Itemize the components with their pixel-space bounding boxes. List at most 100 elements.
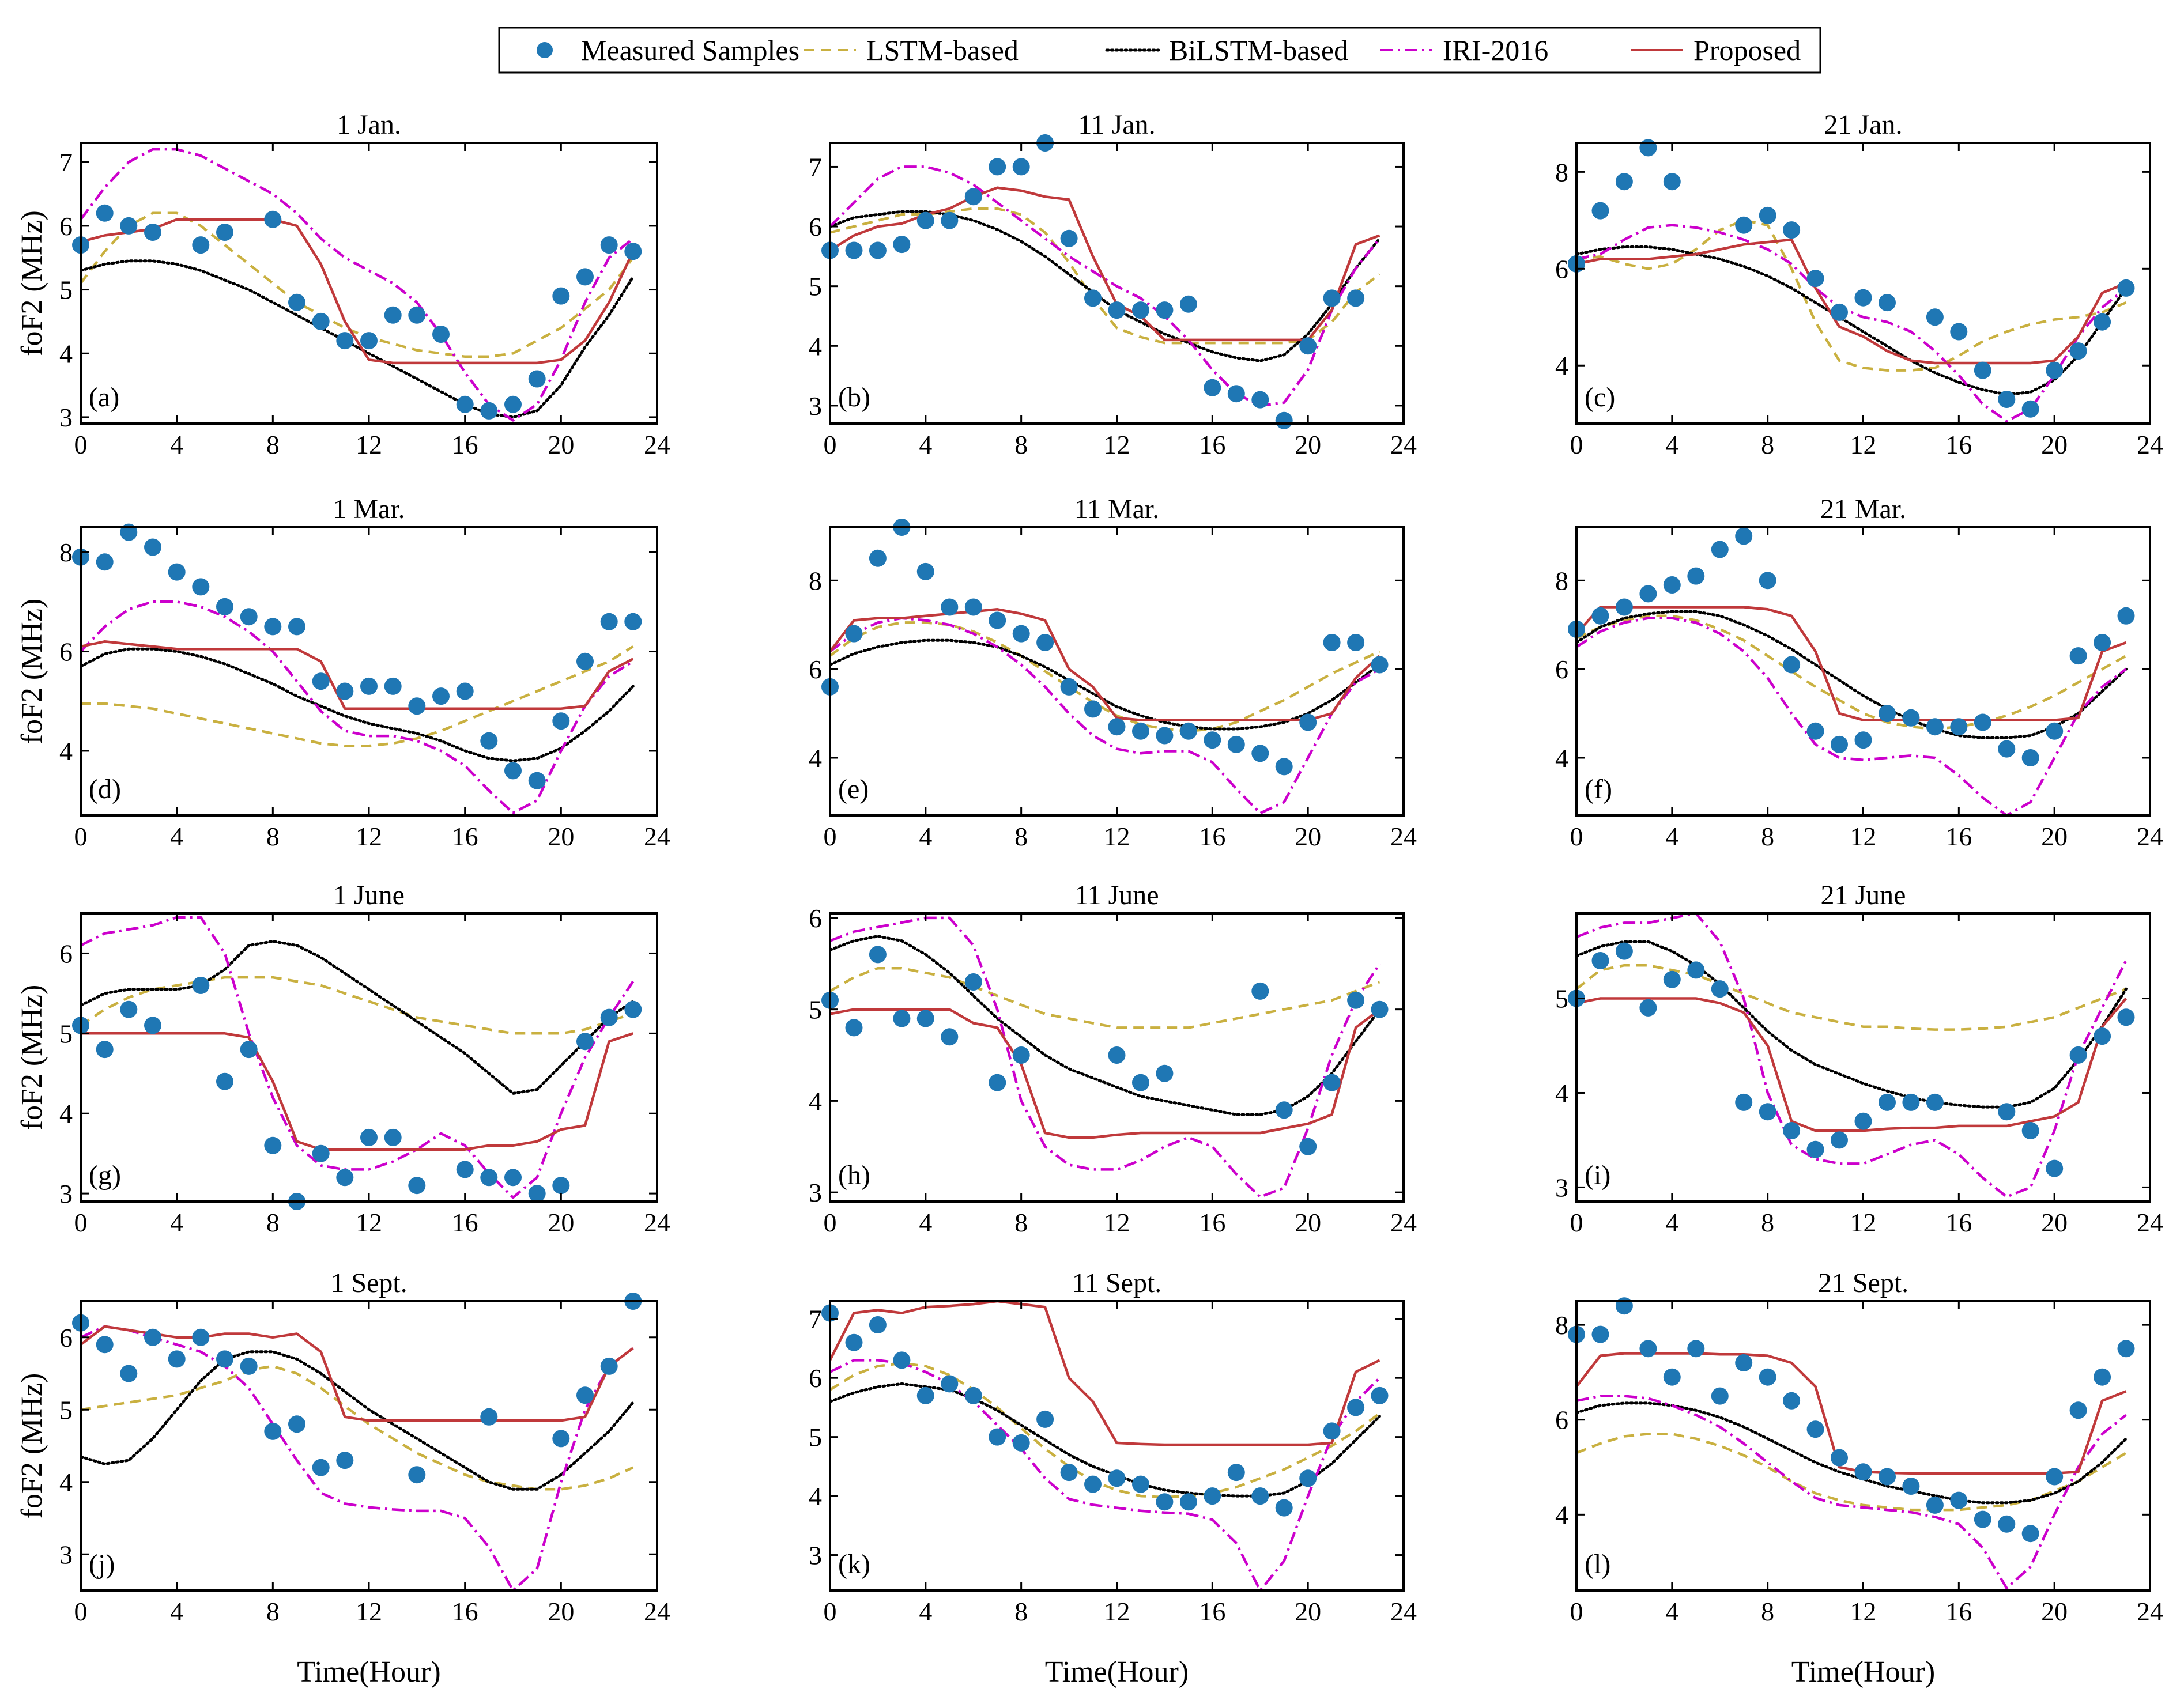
measured-point <box>1687 961 1705 979</box>
measured-point <box>288 1415 305 1433</box>
measured-point <box>1615 598 1633 616</box>
measured-point <box>1347 1399 1365 1416</box>
plot-area <box>81 527 657 815</box>
measured-point <box>916 1010 934 1027</box>
x-tick-label: 24 <box>2137 822 2163 851</box>
measured-point <box>1615 173 1633 191</box>
y-axis-label: foF2 (MHz) <box>16 1373 48 1519</box>
x-tick-label: 8 <box>266 430 280 459</box>
measured-point <box>1806 270 1824 288</box>
plot-area <box>830 143 1404 424</box>
measured-point <box>2021 749 2039 766</box>
measured-point <box>1591 607 1609 625</box>
measured-point <box>869 946 887 964</box>
x-tick-label: 16 <box>1945 1208 1972 1237</box>
measured-point <box>216 1350 233 1368</box>
measured-point <box>869 1316 887 1333</box>
chart-panel: 0 4 8 12 16 20 24 3 4 5 6 11 June (h) <box>809 880 1417 1237</box>
x-tick-label: 0 <box>824 1208 837 1237</box>
series-line-bilstm-based <box>81 940 635 1095</box>
panel-tag: (d) <box>89 774 121 804</box>
measured-point <box>1323 1422 1341 1440</box>
measured-point <box>869 549 887 567</box>
measured-point <box>360 677 378 695</box>
x-tick-label: 24 <box>644 1597 670 1626</box>
measured-point <box>1299 337 1317 355</box>
measured-point <box>964 598 982 616</box>
x-tick-label: 0 <box>1570 1208 1583 1237</box>
measured-point <box>1132 722 1149 740</box>
series-line-bilstm-based <box>81 259 635 419</box>
measured-point <box>1998 1103 2016 1121</box>
measured-point <box>432 687 450 705</box>
measured-point <box>916 1386 934 1404</box>
x-tick-label: 4 <box>1665 1208 1678 1237</box>
x-tick-label: 20 <box>1295 1208 1321 1237</box>
measured-point <box>312 1459 330 1476</box>
measured-point <box>1998 1515 2016 1533</box>
measured-point <box>1251 982 1269 1000</box>
panel-title: 11 Jan. <box>1078 109 1155 140</box>
measured-point <box>1323 1074 1341 1091</box>
chart-panel: 0 4 8 12 16 20 24 3 4 5 6 7 11 Sept. (k) <box>809 1268 1417 1626</box>
measured-point <box>1204 731 1221 749</box>
measured-point <box>1806 722 1824 740</box>
measured-point <box>312 312 330 330</box>
measured-point <box>869 241 887 259</box>
measured-point <box>1251 1487 1269 1505</box>
x-tick-label: 4 <box>919 822 932 851</box>
measured-point <box>1084 700 1102 718</box>
x-tick-label: 16 <box>452 822 478 851</box>
panel-tag: (b) <box>838 382 870 413</box>
measured-point <box>1854 1112 1872 1130</box>
measured-point <box>480 1408 498 1426</box>
x-tick-label: 20 <box>2041 430 2068 459</box>
measured-point <box>408 697 426 715</box>
plot-area <box>1576 1301 2150 1590</box>
legend-item: BiLSTM-based <box>1105 34 1348 66</box>
measured-point <box>964 1386 982 1404</box>
series-line-lstm-based <box>81 976 634 1035</box>
x-tick-label: 4 <box>1665 1597 1678 1626</box>
measured-point <box>1902 1093 1920 1111</box>
x-tick-label: 0 <box>824 1597 837 1626</box>
x-tick-label: 20 <box>1295 822 1321 851</box>
measured-point <box>264 1422 282 1440</box>
measured-point <box>408 1177 426 1195</box>
measured-point <box>1783 221 1801 239</box>
measured-point <box>96 553 114 571</box>
y-tick-label: 4 <box>809 331 822 361</box>
measured-point <box>964 188 982 206</box>
series-line-iri-2016 <box>81 916 635 1199</box>
series-line-proposed <box>81 218 635 365</box>
x-tick-label: 12 <box>1104 822 1130 851</box>
x-tick-label: 16 <box>1199 430 1225 459</box>
measured-point <box>216 598 233 615</box>
panel-tag: (l) <box>1585 1549 1610 1580</box>
measured-point <box>989 1428 1006 1446</box>
x-tick-label: 16 <box>452 1208 478 1237</box>
panel-tag: (e) <box>838 774 869 804</box>
measured-point <box>1854 289 1872 307</box>
measured-point <box>480 402 498 420</box>
measured-point <box>192 1328 210 1346</box>
y-tick-label: 5 <box>809 272 822 301</box>
y-tick-label: 5 <box>1555 984 1568 1014</box>
legend-item: Proposed <box>1631 34 1801 66</box>
measured-point <box>1879 1093 1896 1111</box>
x-tick-label: 24 <box>1390 1597 1417 1626</box>
measured-point <box>1371 1386 1389 1404</box>
series-line-lstm-based <box>1576 964 2127 1031</box>
chart-panel: 0 4 8 12 16 20 24 4 6 8 21 Sept. (l) <box>1555 1268 2163 1626</box>
measured-point <box>600 236 618 254</box>
measured-point <box>2069 1401 2087 1419</box>
panel-title: 1 Mar. <box>333 494 405 524</box>
panel-tag: (h) <box>838 1160 870 1191</box>
panel-tag: (k) <box>838 1549 870 1580</box>
measured-point <box>1854 1463 1872 1481</box>
panel-title: 21 Mar. <box>1820 494 1906 524</box>
measured-point <box>552 287 570 305</box>
measured-point <box>916 211 934 229</box>
series-line-bilstm-based <box>830 210 1381 362</box>
